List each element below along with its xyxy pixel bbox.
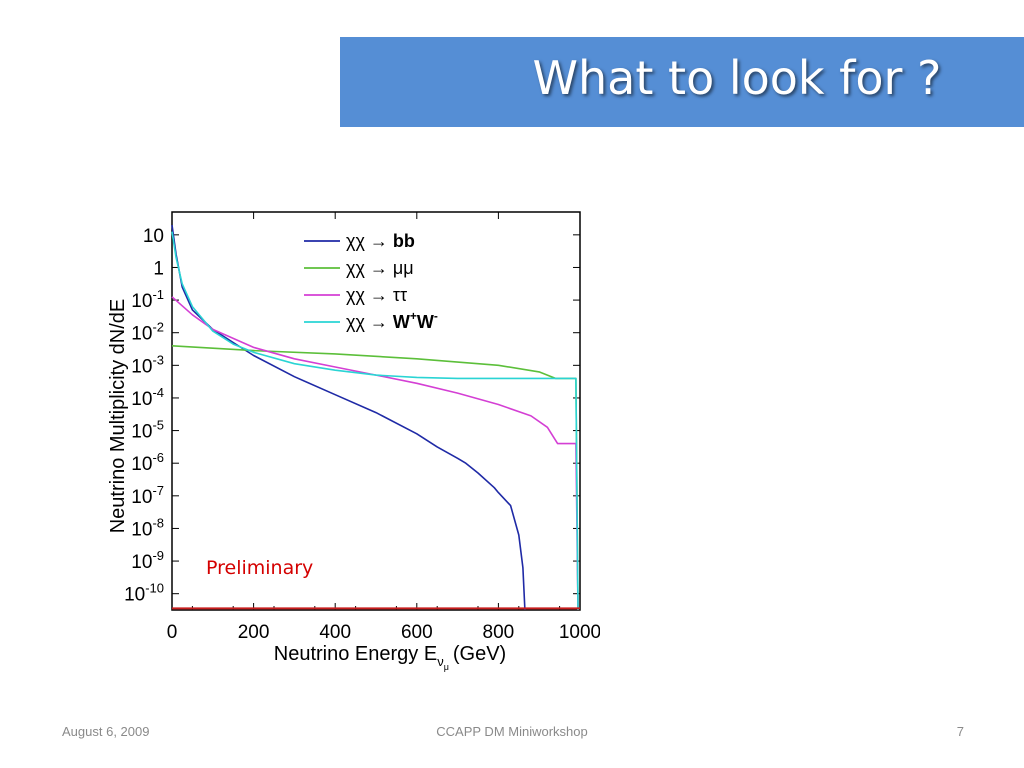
y-tick-label: 10-5 (131, 418, 164, 443)
x-axis-label: Neutrino Energy Eνμ (GeV) (274, 643, 506, 672)
series-line-3 (171, 231, 579, 611)
legend-label: χχ → ττ (346, 285, 407, 305)
preliminary-annotation: Preliminary (206, 557, 313, 579)
x-axis-label-subsub: μ (444, 662, 449, 672)
y-tick-label: 10-3 (131, 352, 164, 377)
x-tick-label: 400 (319, 622, 351, 643)
x-tick-label: 200 (238, 622, 270, 643)
y-tick-label: 10 (143, 226, 164, 247)
y-axis-label: Neutrino Multiplicity dN/dE (107, 299, 129, 534)
y-tick-label: 10-7 (131, 483, 164, 508)
slide-title: What to look for ? (532, 51, 942, 105)
y-tick-label: 10-10 (124, 581, 164, 606)
y-tick-label: 10-8 (131, 515, 164, 540)
y-tick-label: 10-4 (131, 385, 164, 410)
y-tick-label: 10-6 (131, 450, 164, 475)
x-tick-label: 0 (167, 622, 178, 643)
footer-event: CCAPP DM Miniworkshop (436, 724, 588, 739)
data-curves (171, 224, 580, 611)
series-line-0 (171, 224, 526, 611)
plot-frame (171, 211, 581, 611)
x-tick-label: 1000 (559, 622, 600, 643)
y-tick-labels: 10 1 10-1 10-2 10-3 10-4 10-5 10-6 10-7 10-8 10-9 1… (124, 226, 164, 606)
legend-label: χχ → W+W- (346, 309, 438, 332)
x-tick-label: 600 (401, 622, 433, 643)
y-tick-label: 10-9 (131, 548, 164, 573)
x-axis-label-main: Neutrino Energy E (274, 643, 437, 665)
chart-legend: χχ → bb χχ → μμ χχ → ττ χχ → W+W- (304, 231, 438, 332)
title-bar: What to look for ? (340, 37, 1024, 127)
series-line-2 (171, 296, 579, 611)
neutrino-spectrum-chart: 10 1 10-1 10-2 10-3 10-4 10-5 10-6 10-7 10-8 10-9 1… (107, 211, 600, 672)
x-tick-label: 800 (483, 622, 515, 643)
footer-date: August 6, 2009 (62, 724, 150, 739)
y-tick-label: 10-2 (131, 320, 164, 345)
legend-label: χχ → μμ (346, 258, 414, 278)
y-tick-label: 1 (153, 258, 164, 279)
x-axis-label-unit: (GeV) (453, 643, 506, 665)
y-tick-label: 10-1 (131, 287, 164, 312)
legend-label: χχ → bb (346, 231, 415, 251)
slide-number: 7 (956, 724, 964, 739)
x-axis-label-sub: ν (437, 654, 444, 669)
x-tick-labels: 0 200 400 600 800 1000 (167, 622, 600, 643)
